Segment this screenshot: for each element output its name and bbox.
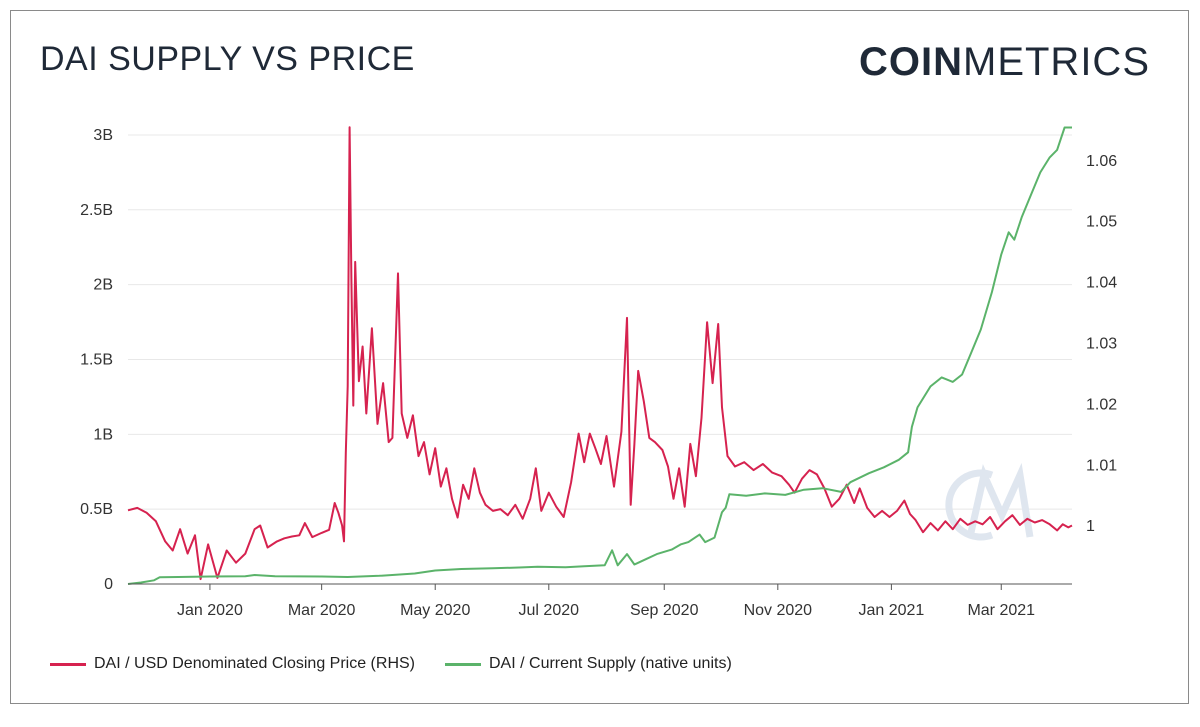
left-tick-label: 2B xyxy=(93,277,113,294)
left-tick-label: 0.5B xyxy=(80,501,113,518)
right-tick-label: 1.02 xyxy=(1086,396,1117,413)
right-axis-ticks: 1 1.01 1.02 1.03 1.04 1.05 1.06 xyxy=(1086,153,1117,535)
right-tick-label: 1.04 xyxy=(1086,275,1117,292)
right-tick-label: 1.01 xyxy=(1086,457,1117,474)
watermark-m xyxy=(966,462,1034,538)
x-tick-label: May 2020 xyxy=(400,602,470,619)
left-tick-label: 2.5B xyxy=(80,202,113,219)
logo-bold-text: COIN xyxy=(859,40,963,84)
left-tick-label: 3B xyxy=(93,127,113,144)
x-tick-label: Mar 2021 xyxy=(967,602,1035,619)
coinmetrics-logo: COINMETRICS xyxy=(859,40,1150,85)
chart-frame xyxy=(10,10,1189,704)
right-tick-label: 1.05 xyxy=(1086,214,1117,231)
logo-light-text: METRICS xyxy=(963,40,1150,84)
left-tick-label: 1.5B xyxy=(80,351,113,368)
supply-line xyxy=(127,126,1072,585)
left-axis-ticks: 0 0.5B 1B 1.5B 2B 2.5B 3B xyxy=(80,127,113,593)
series-lines xyxy=(127,126,1073,585)
chart-legend: DAI / USD Denominated Closing Price (RHS… xyxy=(50,655,732,673)
left-tick-label: 0 xyxy=(104,576,113,593)
legend-item-price[interactable]: DAI / USD Denominated Closing Price (RHS… xyxy=(50,655,415,673)
x-axis-ticks: Jan 2020 Mar 2020 May 2020 Jul 2020 Sep 2020… xyxy=(177,584,1035,619)
legend-label-supply: DAI / Current Supply (native units) xyxy=(489,655,732,672)
legend-item-supply[interactable]: DAI / Current Supply (native units) xyxy=(445,655,732,673)
x-tick-label: Sep 2020 xyxy=(630,602,699,619)
x-tick-label: Jul 2020 xyxy=(519,602,580,619)
x-tick-label: Nov 2020 xyxy=(744,602,813,619)
x-tick-label: Mar 2020 xyxy=(288,602,356,619)
x-tick-label: Jan 2021 xyxy=(858,602,924,619)
legend-swatch-supply xyxy=(445,662,481,666)
legend-swatch-price xyxy=(50,662,86,666)
x-tick-label: Jan 2020 xyxy=(177,602,243,619)
right-tick-label: 1.03 xyxy=(1086,335,1117,352)
price-line xyxy=(127,126,1073,581)
grid-lines xyxy=(128,134,1072,510)
right-tick-label: 1 xyxy=(1086,518,1095,535)
legend-label-price: DAI / USD Denominated Closing Price (RHS… xyxy=(94,655,415,672)
right-tick-label: 1.06 xyxy=(1086,153,1117,170)
cm-watermark xyxy=(945,462,1034,541)
watermark-c xyxy=(945,469,994,541)
left-tick-label: 1B xyxy=(93,426,113,443)
chart-title: DAI SUPPLY VS PRICE xyxy=(40,40,415,78)
